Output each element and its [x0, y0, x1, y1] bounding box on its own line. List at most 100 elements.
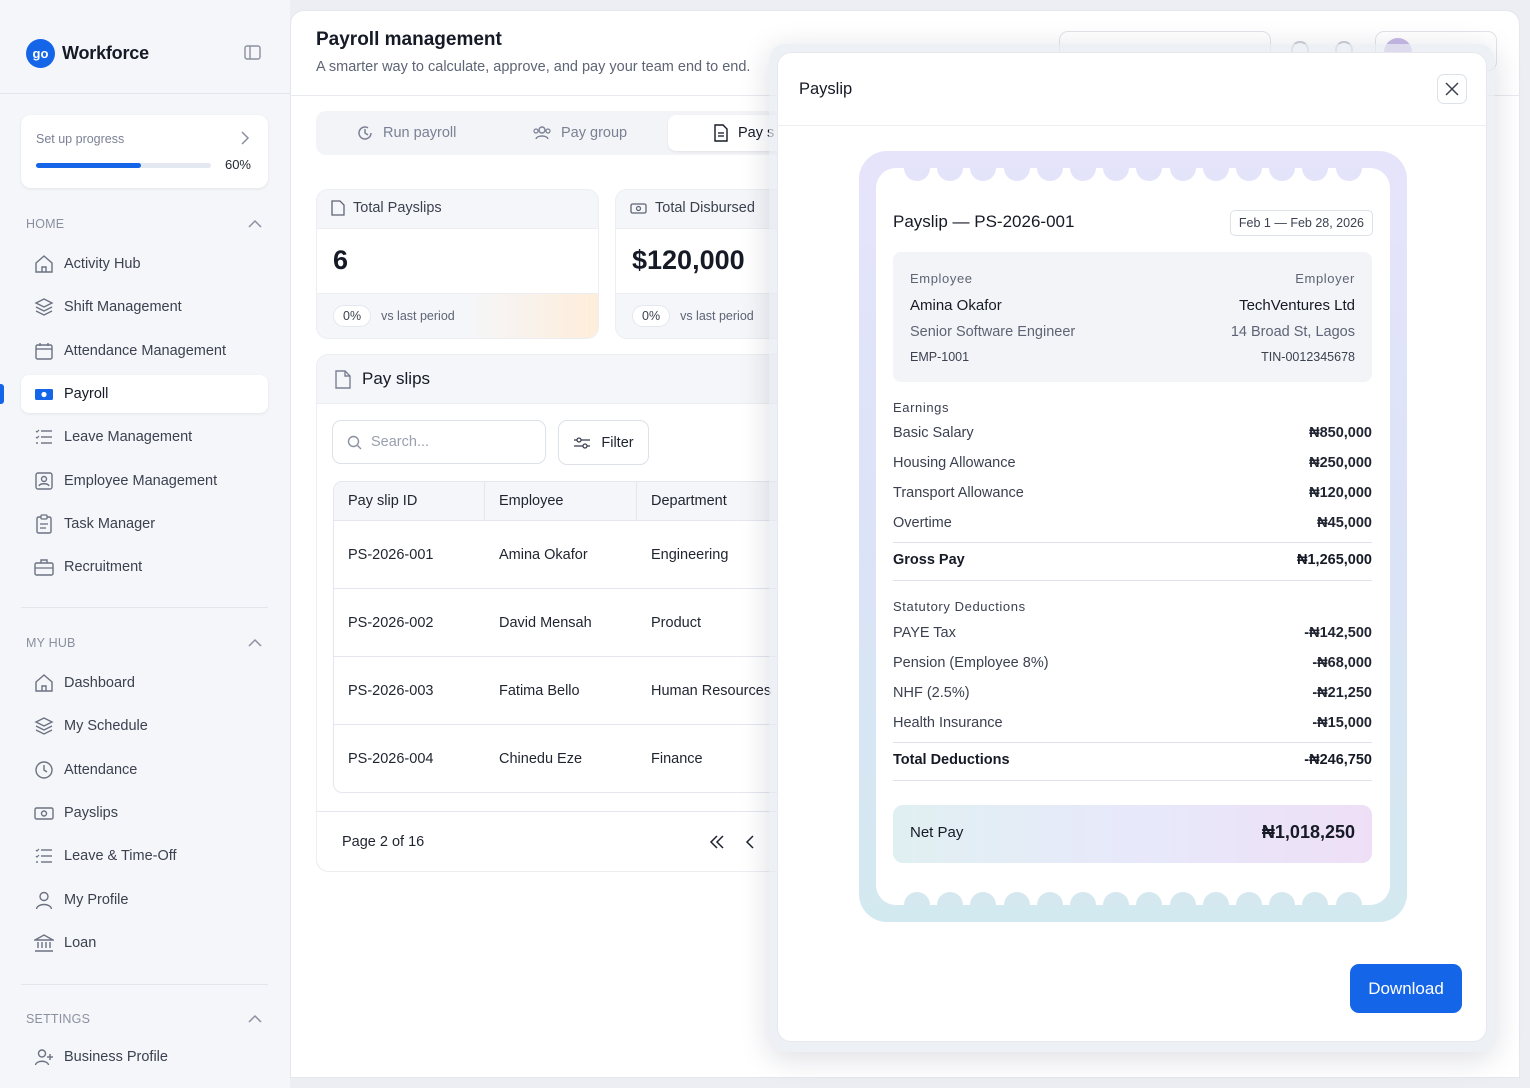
scallop-edge: [1236, 892, 1262, 905]
table-row[interactable]: PS-2026-002 David Mensah Product: [334, 589, 785, 657]
previous-page-icon[interactable]: [745, 835, 755, 849]
users-icon: [533, 126, 551, 140]
sidebar-item-attendance-management[interactable]: Attendance Management: [21, 332, 268, 370]
search-field[interactable]: [332, 420, 546, 464]
stat-footer: 0% vs last period: [632, 305, 754, 327]
scallop-edge: [1070, 892, 1096, 905]
sidebar-item-payroll[interactable]: Payroll: [21, 374, 268, 413]
stat-title: Total Disbursed: [630, 200, 755, 216]
deduction-amount: -₦21,250: [1312, 685, 1372, 701]
earning-row: Overtime ₦45,000: [893, 515, 1372, 537]
tab-label: Run payroll: [383, 125, 457, 141]
page-indicator: Page 2 of 16: [342, 834, 425, 850]
table-row[interactable]: PS-2026-004 Chinedu Eze Finance: [334, 725, 785, 792]
page-title: Payroll management: [316, 29, 502, 50]
sidebar-item-shift-management[interactable]: Shift Management: [21, 288, 268, 326]
sidebar-item-leave-management[interactable]: Leave Management: [21, 418, 268, 456]
payroll-tabs: Run payroll Pay group Pay s: [316, 111, 796, 155]
divider: [0, 93, 290, 94]
table-cell: Amina Okafor: [499, 547, 588, 563]
tab-label: Pay group: [561, 125, 628, 141]
deduction-amount: -₦68,000: [1312, 655, 1372, 671]
earning-label: Basic Salary: [893, 425, 974, 441]
id-card-icon: [34, 471, 54, 491]
earning-row: Basic Salary ₦850,000: [893, 425, 1372, 447]
sidebar-item-label: Payslips: [64, 804, 118, 821]
tab-pay-group[interactable]: Pay group: [532, 115, 627, 151]
stat-title-text: Total Payslips: [353, 200, 442, 216]
employer-address: 14 Broad St, Lagos: [1230, 324, 1355, 340]
payslip-frame: Payslip — PS-2026-001 Feb 1 — Feb 28, 20…: [859, 151, 1407, 922]
section-home-label: HOME: [26, 217, 65, 231]
user-plus-icon: [34, 1047, 54, 1067]
sidebar-collapse-icon[interactable]: [244, 45, 261, 60]
logo-icon: go: [26, 38, 55, 68]
gross-pay-row: Gross Pay ₦1,265,000: [893, 552, 1372, 574]
change-label: vs last period: [680, 309, 754, 323]
stat-value: $120,000: [632, 245, 745, 275]
tab-label: Pay s: [738, 125, 775, 141]
sidebar-item-business-profile[interactable]: Business Profile: [21, 1038, 268, 1076]
sidebar-item-dashboard[interactable]: Dashboard: [21, 664, 268, 702]
stat-glow: [468, 294, 598, 338]
filter-label: Filter: [601, 434, 634, 451]
total-deductions-row: Total Deductions -₦246,750: [893, 752, 1372, 774]
deduction-row: Health Insurance -₦15,000: [893, 715, 1372, 737]
scallop-edge: [1302, 168, 1329, 181]
section-myhub-label: MY HUB: [26, 636, 76, 650]
divider: [21, 984, 268, 985]
home-icon: [34, 673, 54, 693]
deduction-row: NHF (2.5%) -₦21,250: [893, 685, 1372, 707]
sidebar-item-attendance[interactable]: Attendance: [21, 751, 268, 789]
scallop-edge: [1136, 168, 1163, 181]
list-icon: [34, 427, 54, 447]
payslips-table: Pay slip ID Employee Department PS-2026-…: [333, 481, 785, 793]
chevron-up-icon[interactable]: [248, 638, 262, 648]
earning-amount: ₦850,000: [1309, 425, 1372, 441]
sidebar-item-employee-management[interactable]: Employee Management: [21, 462, 268, 500]
app-logo[interactable]: go Workforce: [26, 38, 149, 68]
change-badge: 0%: [333, 305, 372, 327]
money-icon: [34, 384, 54, 404]
filter-button[interactable]: Filter: [558, 420, 649, 465]
sidebar-item-label: Task Manager: [64, 515, 156, 532]
sidebar-item-label: My Profile: [64, 891, 129, 908]
employer-tin: TIN-0012345678: [1261, 350, 1355, 364]
sidebar-item-recruitment[interactable]: Recruitment: [21, 548, 268, 586]
pay-period-badge: Feb 1 — Feb 28, 2026: [1229, 210, 1373, 236]
deductions-label: Statutory Deductions: [893, 599, 1026, 614]
table-row[interactable]: PS-2026-001 Amina Okafor Engineering: [334, 521, 785, 589]
net-pay-label: Net Pay: [910, 824, 964, 841]
column-header[interactable]: Department: [651, 493, 727, 509]
stat-value: 6: [333, 245, 349, 275]
close-button[interactable]: [1437, 74, 1467, 104]
setup-progress-title: Set up progress: [36, 132, 125, 146]
tab-run-payroll[interactable]: Run payroll: [356, 115, 456, 151]
user-icon: [34, 890, 54, 910]
employer-name: TechVentures Ltd: [1239, 297, 1355, 314]
column-header[interactable]: Pay slip ID: [334, 482, 485, 521]
scallop-edge: [937, 168, 964, 181]
earning-label: Overtime: [893, 515, 952, 531]
active-indicator: [0, 384, 4, 404]
sidebar-item-loan[interactable]: Loan: [21, 924, 268, 962]
sidebar-item-my-profile[interactable]: My Profile: [21, 881, 268, 919]
refresh-icon: [358, 126, 372, 140]
parties-box: Employee Employer Amina Okafor TechVentu…: [893, 252, 1372, 382]
first-page-icon[interactable]: [709, 835, 725, 849]
sidebar-item-activity-hub[interactable]: Activity Hub: [21, 245, 268, 283]
search-input[interactable]: [371, 434, 531, 450]
net-pay-amount: ₦1,018,250: [1261, 822, 1355, 842]
sidebar-item-label: Business Profile: [64, 1049, 168, 1065]
scallop-edge: [1036, 168, 1063, 181]
sidebar-item-my-schedule[interactable]: My Schedule: [21, 707, 268, 745]
download-button[interactable]: Download: [1350, 964, 1462, 1013]
sidebar-item-payslips[interactable]: Payslips: [21, 794, 268, 832]
column-header[interactable]: Employee: [485, 482, 637, 521]
table-row[interactable]: PS-2026-003 Fatima Bello Human Resources: [334, 657, 785, 725]
chevron-up-icon[interactable]: [248, 1014, 262, 1024]
chevron-up-icon[interactable]: [248, 219, 262, 229]
setup-progress-card[interactable]: Set up progress 60%: [21, 115, 268, 188]
sidebar-item-task-manager[interactable]: Task Manager: [21, 505, 268, 543]
sidebar-item-leave-time-off[interactable]: Leave & Time-Off: [21, 837, 268, 875]
